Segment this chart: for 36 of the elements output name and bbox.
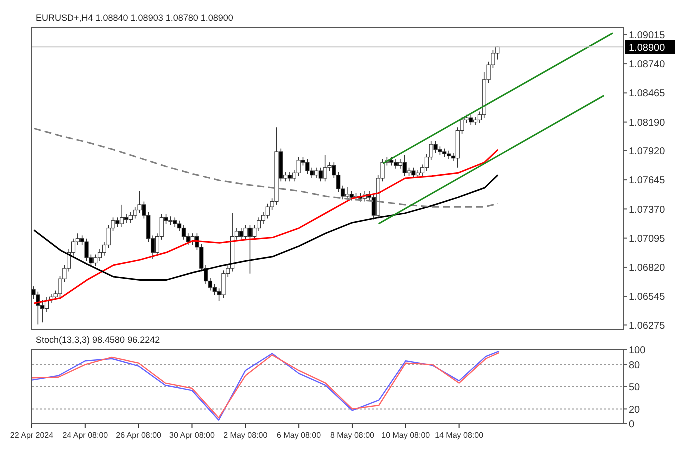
y-tick-label: 1.07645 xyxy=(629,176,666,187)
y-tick-label: 80 xyxy=(629,360,641,372)
y-tick-label: 20 xyxy=(629,404,641,416)
candlestick xyxy=(288,172,292,182)
ref-line-label: 1.08900 xyxy=(629,43,666,54)
x-tick-label: 2 May 08:00 xyxy=(224,431,268,440)
y-tick-label: 1.06545 xyxy=(629,292,666,304)
candlestick xyxy=(182,224,186,240)
y-tick-label: 1.06275 xyxy=(629,320,666,332)
chart-title: Stoch(13,3,3) 98.4580 96.2242 xyxy=(36,335,160,345)
y-tick-label: 1.07095 xyxy=(629,234,666,245)
y-tick-label: 1.08740 xyxy=(629,60,666,71)
y-tick-label: 1.08465 xyxy=(629,88,666,100)
x-tick-label: 22 Apr 2024 xyxy=(10,431,54,440)
x-tick-label: 26 Apr 08:00 xyxy=(116,431,162,440)
candlestick xyxy=(394,158,398,170)
y-tick-label: 1.06820 xyxy=(629,263,666,274)
y-tick-label: 1.07370 xyxy=(629,204,666,216)
line-series xyxy=(33,149,499,304)
line-series xyxy=(33,174,499,281)
x-tick-label: 14 May 08:00 xyxy=(435,431,484,440)
y-tick-label: 1.09015 xyxy=(629,30,666,42)
y-tick-label: 1.08190 xyxy=(629,118,666,129)
x-tick-label: 8 May 08:00 xyxy=(330,431,376,440)
candlestick xyxy=(98,249,102,262)
chart-title: EURUSD+,H4 1.08840 1.08903 1.08780 1.08900 xyxy=(36,13,234,23)
y-tick-label: 0 xyxy=(629,420,635,431)
candlestick xyxy=(314,167,319,179)
x-tick-label: 6 May 08:00 xyxy=(277,431,322,440)
x-tick-label: 24 Apr 08:00 xyxy=(62,431,109,440)
line-series xyxy=(33,128,499,208)
y-tick-label: 50 xyxy=(629,382,641,394)
y-tick-label: 1.07920 xyxy=(629,146,666,158)
x-tick-label: 30 Apr 08:00 xyxy=(170,431,216,440)
x-tick-label: 10 May 08:00 xyxy=(382,431,431,440)
y-tick-label: 100 xyxy=(629,346,646,357)
